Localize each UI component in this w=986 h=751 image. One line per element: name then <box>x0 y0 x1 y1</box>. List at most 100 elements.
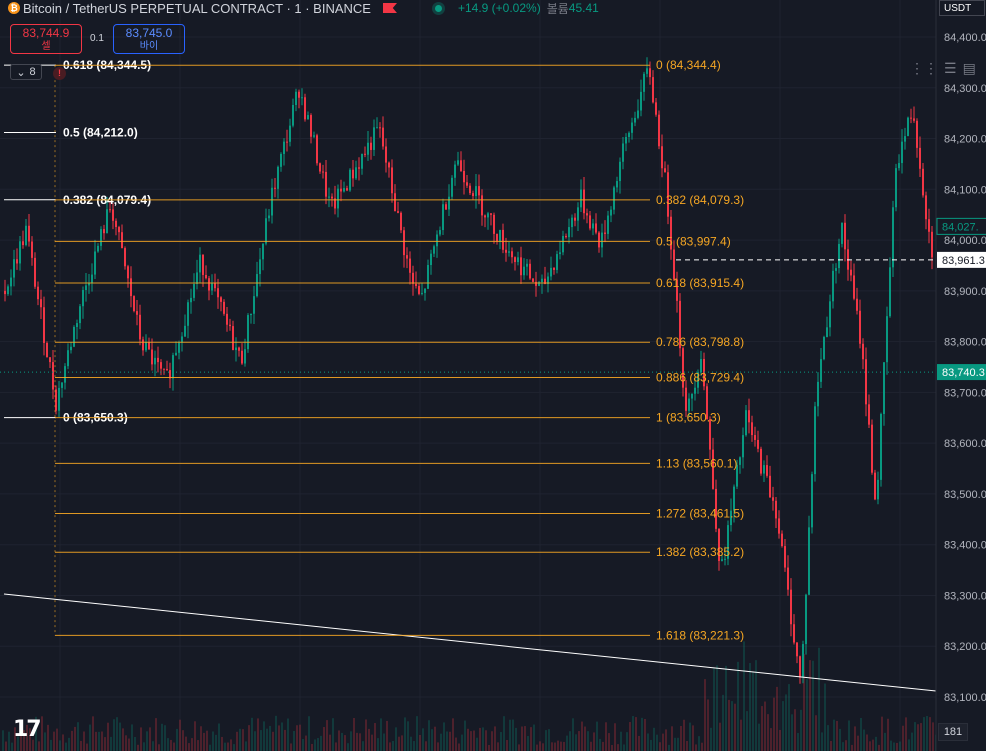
candle-body <box>22 241 24 246</box>
candle-body <box>640 91 642 111</box>
candle-body <box>331 196 333 199</box>
candle-body <box>190 297 192 303</box>
volume-bar <box>203 732 205 751</box>
volume-bar <box>911 732 913 751</box>
fib-level-label: 0.886 (83,729.4) <box>656 370 744 384</box>
volume-bar <box>14 727 16 751</box>
volume-bar <box>854 726 856 751</box>
volume-bar <box>284 729 286 751</box>
candle-body <box>394 193 396 212</box>
candle-body <box>466 182 468 186</box>
drag-handle-icon[interactable]: ⋮⋮ <box>910 59 938 76</box>
candle-body <box>469 185 471 194</box>
volume-bar <box>479 727 481 751</box>
volume-bar <box>23 730 25 751</box>
candle-body <box>19 241 21 264</box>
volume-bar <box>314 739 316 751</box>
candle-body <box>457 160 459 165</box>
candle-body <box>355 167 357 179</box>
volume-bar <box>812 660 814 751</box>
settings-icon[interactable]: ▤ <box>962 59 976 76</box>
volume-bar <box>227 742 229 751</box>
flag-icon[interactable] <box>382 3 397 13</box>
volume-bar <box>851 744 853 751</box>
volume-bar <box>221 736 223 751</box>
candle-body <box>166 369 168 371</box>
volume-bar <box>185 736 187 751</box>
volume-bar <box>416 716 418 751</box>
volume-bar <box>380 718 382 751</box>
volume-bar <box>452 718 454 751</box>
volume-bar <box>770 728 772 751</box>
candle-body <box>325 171 327 197</box>
volume-bar <box>674 737 676 751</box>
candle-body <box>385 146 387 163</box>
candle-body <box>853 275 855 299</box>
candle-body <box>859 310 861 344</box>
volume-bar <box>872 739 874 751</box>
volume-bar <box>335 742 337 751</box>
candle-body <box>82 289 84 307</box>
candle-body <box>700 358 702 373</box>
candle-body <box>223 301 225 314</box>
volume-bar <box>98 731 100 751</box>
fib-level-label: 0.618 (83,915.4) <box>656 276 744 290</box>
volume-bar <box>167 738 169 751</box>
candle-body <box>178 342 180 353</box>
candle-body <box>52 362 54 390</box>
candle-body <box>538 282 540 286</box>
currency-selector[interactable]: USDT <box>939 0 985 16</box>
axis-tick-label: 84,300.0 <box>944 83 986 95</box>
volume-bar <box>662 733 664 751</box>
volume-bar <box>32 739 34 751</box>
candle-body <box>94 251 96 275</box>
volume-bar <box>647 733 649 751</box>
bitcoin-icon: ₿ <box>8 2 20 14</box>
candle-body <box>298 91 300 98</box>
volume-bar <box>728 699 730 751</box>
volume-bar <box>242 729 244 751</box>
candle-body <box>835 268 837 271</box>
symbol-title[interactable]: Bitcoin / TetherUS PERPETUAL CONTRACT · … <box>23 0 371 16</box>
candle-body <box>310 115 312 137</box>
candle-body <box>430 253 432 266</box>
sell-price: 83,744.9 <box>22 26 70 40</box>
volume-bar <box>788 684 790 751</box>
alert-icon[interactable]: ! <box>53 67 66 80</box>
candle-body <box>595 223 597 233</box>
candle-body <box>874 472 876 500</box>
volume-bar <box>758 723 760 751</box>
candle-body <box>688 398 690 411</box>
candle-body <box>151 349 153 365</box>
volume-bar <box>101 731 103 751</box>
volume-bar <box>182 730 184 751</box>
buy-button[interactable]: 83,745.0 바이 <box>113 24 185 54</box>
fib-settings-icon[interactable]: ☰ <box>944 59 957 76</box>
volume-bar <box>206 730 208 751</box>
candle-body <box>691 393 693 399</box>
volume-bar <box>632 716 634 751</box>
candle-body <box>697 372 699 388</box>
volume-bar <box>8 731 10 751</box>
candle-body <box>334 198 336 209</box>
candle-body <box>862 343 864 360</box>
candle-body <box>721 559 723 561</box>
tradingview-logo[interactable]: 17 <box>13 717 42 742</box>
candle-body <box>727 525 729 559</box>
indicators-collapse-button[interactable]: ⌄ 8 <box>10 64 42 80</box>
candle-body <box>508 251 510 253</box>
volume-bar <box>326 720 328 751</box>
volume-bar <box>905 717 907 751</box>
volume-bar <box>890 740 892 751</box>
volume-bar <box>458 743 460 751</box>
volume-bar <box>398 736 400 751</box>
volume-bar <box>689 722 691 751</box>
sell-button[interactable]: 83,744.9 셀 <box>10 24 82 54</box>
candle-body <box>598 232 600 248</box>
volume-bar <box>41 716 43 751</box>
volume-bar <box>173 742 175 751</box>
volume-bar <box>878 744 880 751</box>
candle-body <box>442 204 444 231</box>
volume-bar <box>785 694 787 751</box>
